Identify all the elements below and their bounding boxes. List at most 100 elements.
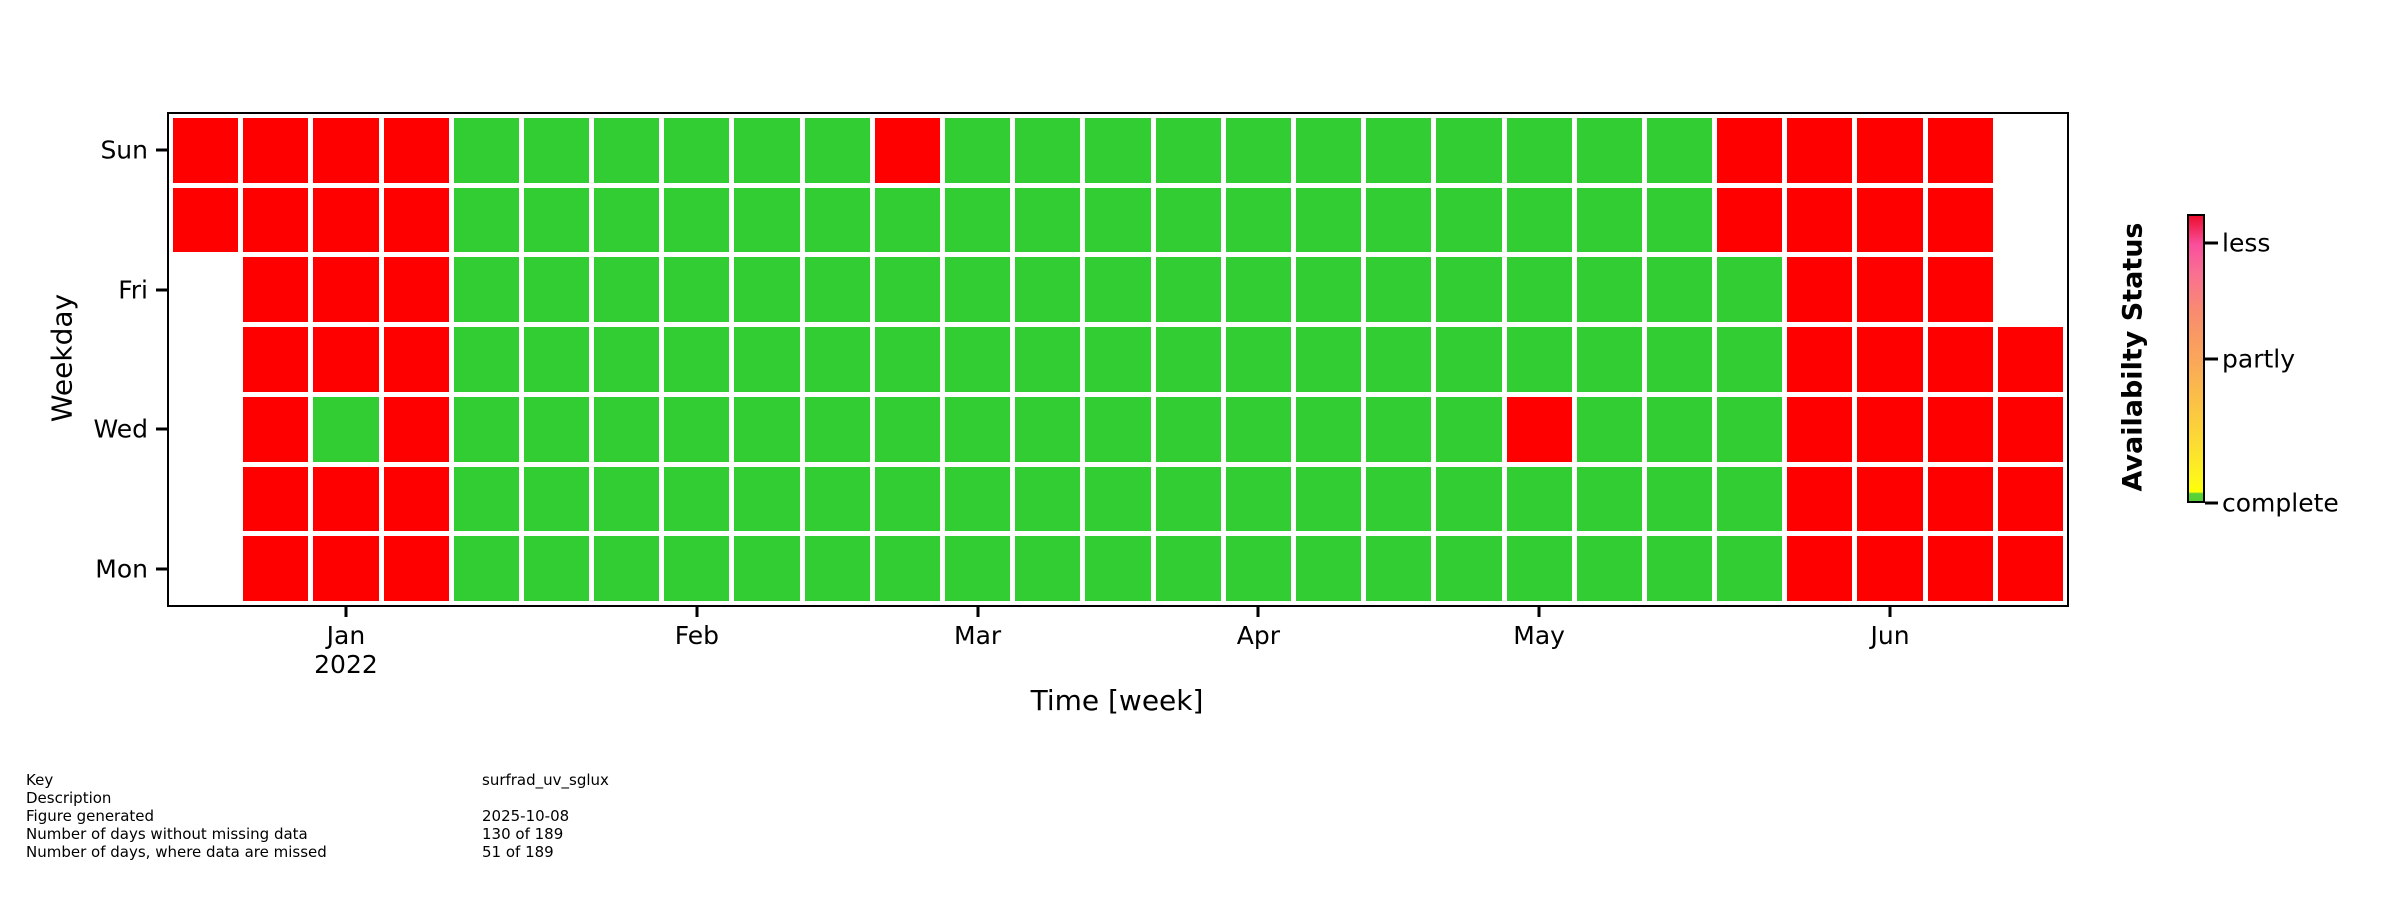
heatmap-cell [453, 187, 519, 253]
heatmap-cell [874, 257, 941, 323]
heatmap-cell [1295, 118, 1362, 183]
heatmap-cell [523, 257, 590, 323]
footer-label: Number of days, where data are missed [26, 843, 327, 861]
heatmap-cell [594, 118, 660, 183]
heatmap-cell [804, 466, 870, 532]
heatmap-cell [945, 327, 1011, 392]
heatmap-cell [1436, 396, 1502, 462]
heatmap-cell [1997, 327, 2063, 392]
x-axis-tick-label: Jun [1870, 621, 1910, 650]
heatmap-cell [1576, 257, 1642, 323]
heatmap-cell [313, 257, 379, 323]
heatmap-cell [1857, 536, 1923, 601]
heatmap-cell [1576, 466, 1642, 532]
heatmap-cell [664, 396, 730, 462]
heatmap-cell [1927, 187, 1993, 253]
heatmap-cell [1155, 118, 1221, 183]
heatmap-cell [1717, 118, 1783, 183]
heatmap-cell [313, 118, 379, 183]
y-axis-tick-label: Mon [95, 554, 148, 584]
heatmap-cell [664, 257, 730, 323]
heatmap-cell [1225, 118, 1291, 183]
heatmap-cell [1085, 257, 1151, 323]
heatmap-cell [945, 257, 1011, 323]
footer-label: Number of days without missing data [26, 825, 308, 843]
heatmap-cell [383, 257, 449, 323]
heatmap-cell [1857, 187, 1923, 253]
heatmap-cell [523, 327, 590, 392]
footer-label: Figure generated [26, 807, 155, 825]
colorbar-tick-label: less [2222, 228, 2271, 258]
heatmap-cell [1155, 257, 1221, 323]
heatmap-cell [734, 466, 800, 532]
heatmap-cell [1366, 396, 1432, 462]
heatmap-cell [804, 327, 870, 392]
footer-label: Description [26, 789, 112, 807]
heatmap-cell [1927, 466, 1993, 532]
heatmap-cell [1015, 466, 1081, 532]
heatmap-cell [1787, 536, 1853, 601]
heatmap-cell [664, 536, 730, 601]
heatmap-cell [1085, 466, 1151, 532]
heatmap-cell [945, 466, 1011, 532]
heatmap-cell [1085, 327, 1151, 392]
heatmap-cell [1506, 257, 1572, 323]
heatmap-cell [1225, 396, 1291, 462]
heatmap-cell [594, 396, 660, 462]
heatmap-cell [1717, 187, 1783, 253]
heatmap-cell [1927, 536, 1993, 601]
heatmap-cell [664, 327, 730, 392]
heatmap-cell [1015, 396, 1081, 462]
heatmap-cell [1155, 466, 1221, 532]
heatmap-cell [1295, 536, 1362, 601]
heatmap-cell [1436, 536, 1502, 601]
heatmap-cell [804, 118, 870, 183]
heatmap-cell [734, 118, 800, 183]
heatmap-cell [1857, 257, 1923, 323]
heatmap-cell [1646, 187, 1713, 253]
heatmap-cell [664, 466, 730, 532]
heatmap-cell [874, 327, 941, 392]
heatmap-cell [1295, 466, 1362, 532]
y-axis-tick [156, 427, 167, 431]
heatmap-cell [874, 466, 941, 532]
colorbar-tick-label: complete [2222, 488, 2339, 518]
heatmap-cell [874, 536, 941, 601]
x-axis-tick [1537, 607, 1541, 617]
heatmap-cell [383, 396, 449, 462]
footer-value: 2025-10-08 [482, 807, 570, 825]
colorbar-tick [2205, 501, 2218, 505]
footer-value: surfrad_uv_sglux [482, 771, 609, 789]
heatmap-cell [313, 466, 379, 532]
heatmap-cell [945, 118, 1011, 183]
heatmap-cell [453, 118, 519, 183]
colorbar-tick-label: partly [2222, 344, 2296, 373]
x-axis-tick-label: Mar [954, 621, 1002, 650]
heatmap-cell [1927, 118, 1993, 183]
heatmap-cell [1576, 187, 1642, 253]
heatmap-cell [243, 187, 309, 253]
heatmap-cell [453, 536, 519, 601]
heatmap-cell [1576, 327, 1642, 392]
heatmap-cell [1506, 536, 1572, 601]
heatmap-cell [1857, 327, 1923, 392]
heatmap-cell [1085, 118, 1151, 183]
y-axis-title: Weekday [45, 293, 79, 423]
heatmap-cell [1155, 396, 1221, 462]
heatmap-cell [523, 118, 590, 183]
heatmap-cell [1646, 466, 1713, 532]
empty-cell [1998, 257, 2063, 322]
footer-value: 51 of 189 [482, 843, 554, 861]
heatmap-cell [1366, 118, 1432, 183]
heatmap-cell [453, 396, 519, 462]
heatmap-cell [173, 118, 239, 183]
heatmap-cell [453, 327, 519, 392]
heatmap-cell [523, 187, 590, 253]
heatmap-cell [594, 187, 660, 253]
heatmap-cell [383, 118, 449, 183]
heatmap-cell [874, 118, 941, 183]
colorbar-tick [2205, 357, 2218, 360]
footer-row: Number of days, where data are missed 51 … [26, 843, 554, 861]
x-axis-tick-label: Jan [326, 621, 366, 650]
heatmap-cell [1997, 396, 2063, 462]
